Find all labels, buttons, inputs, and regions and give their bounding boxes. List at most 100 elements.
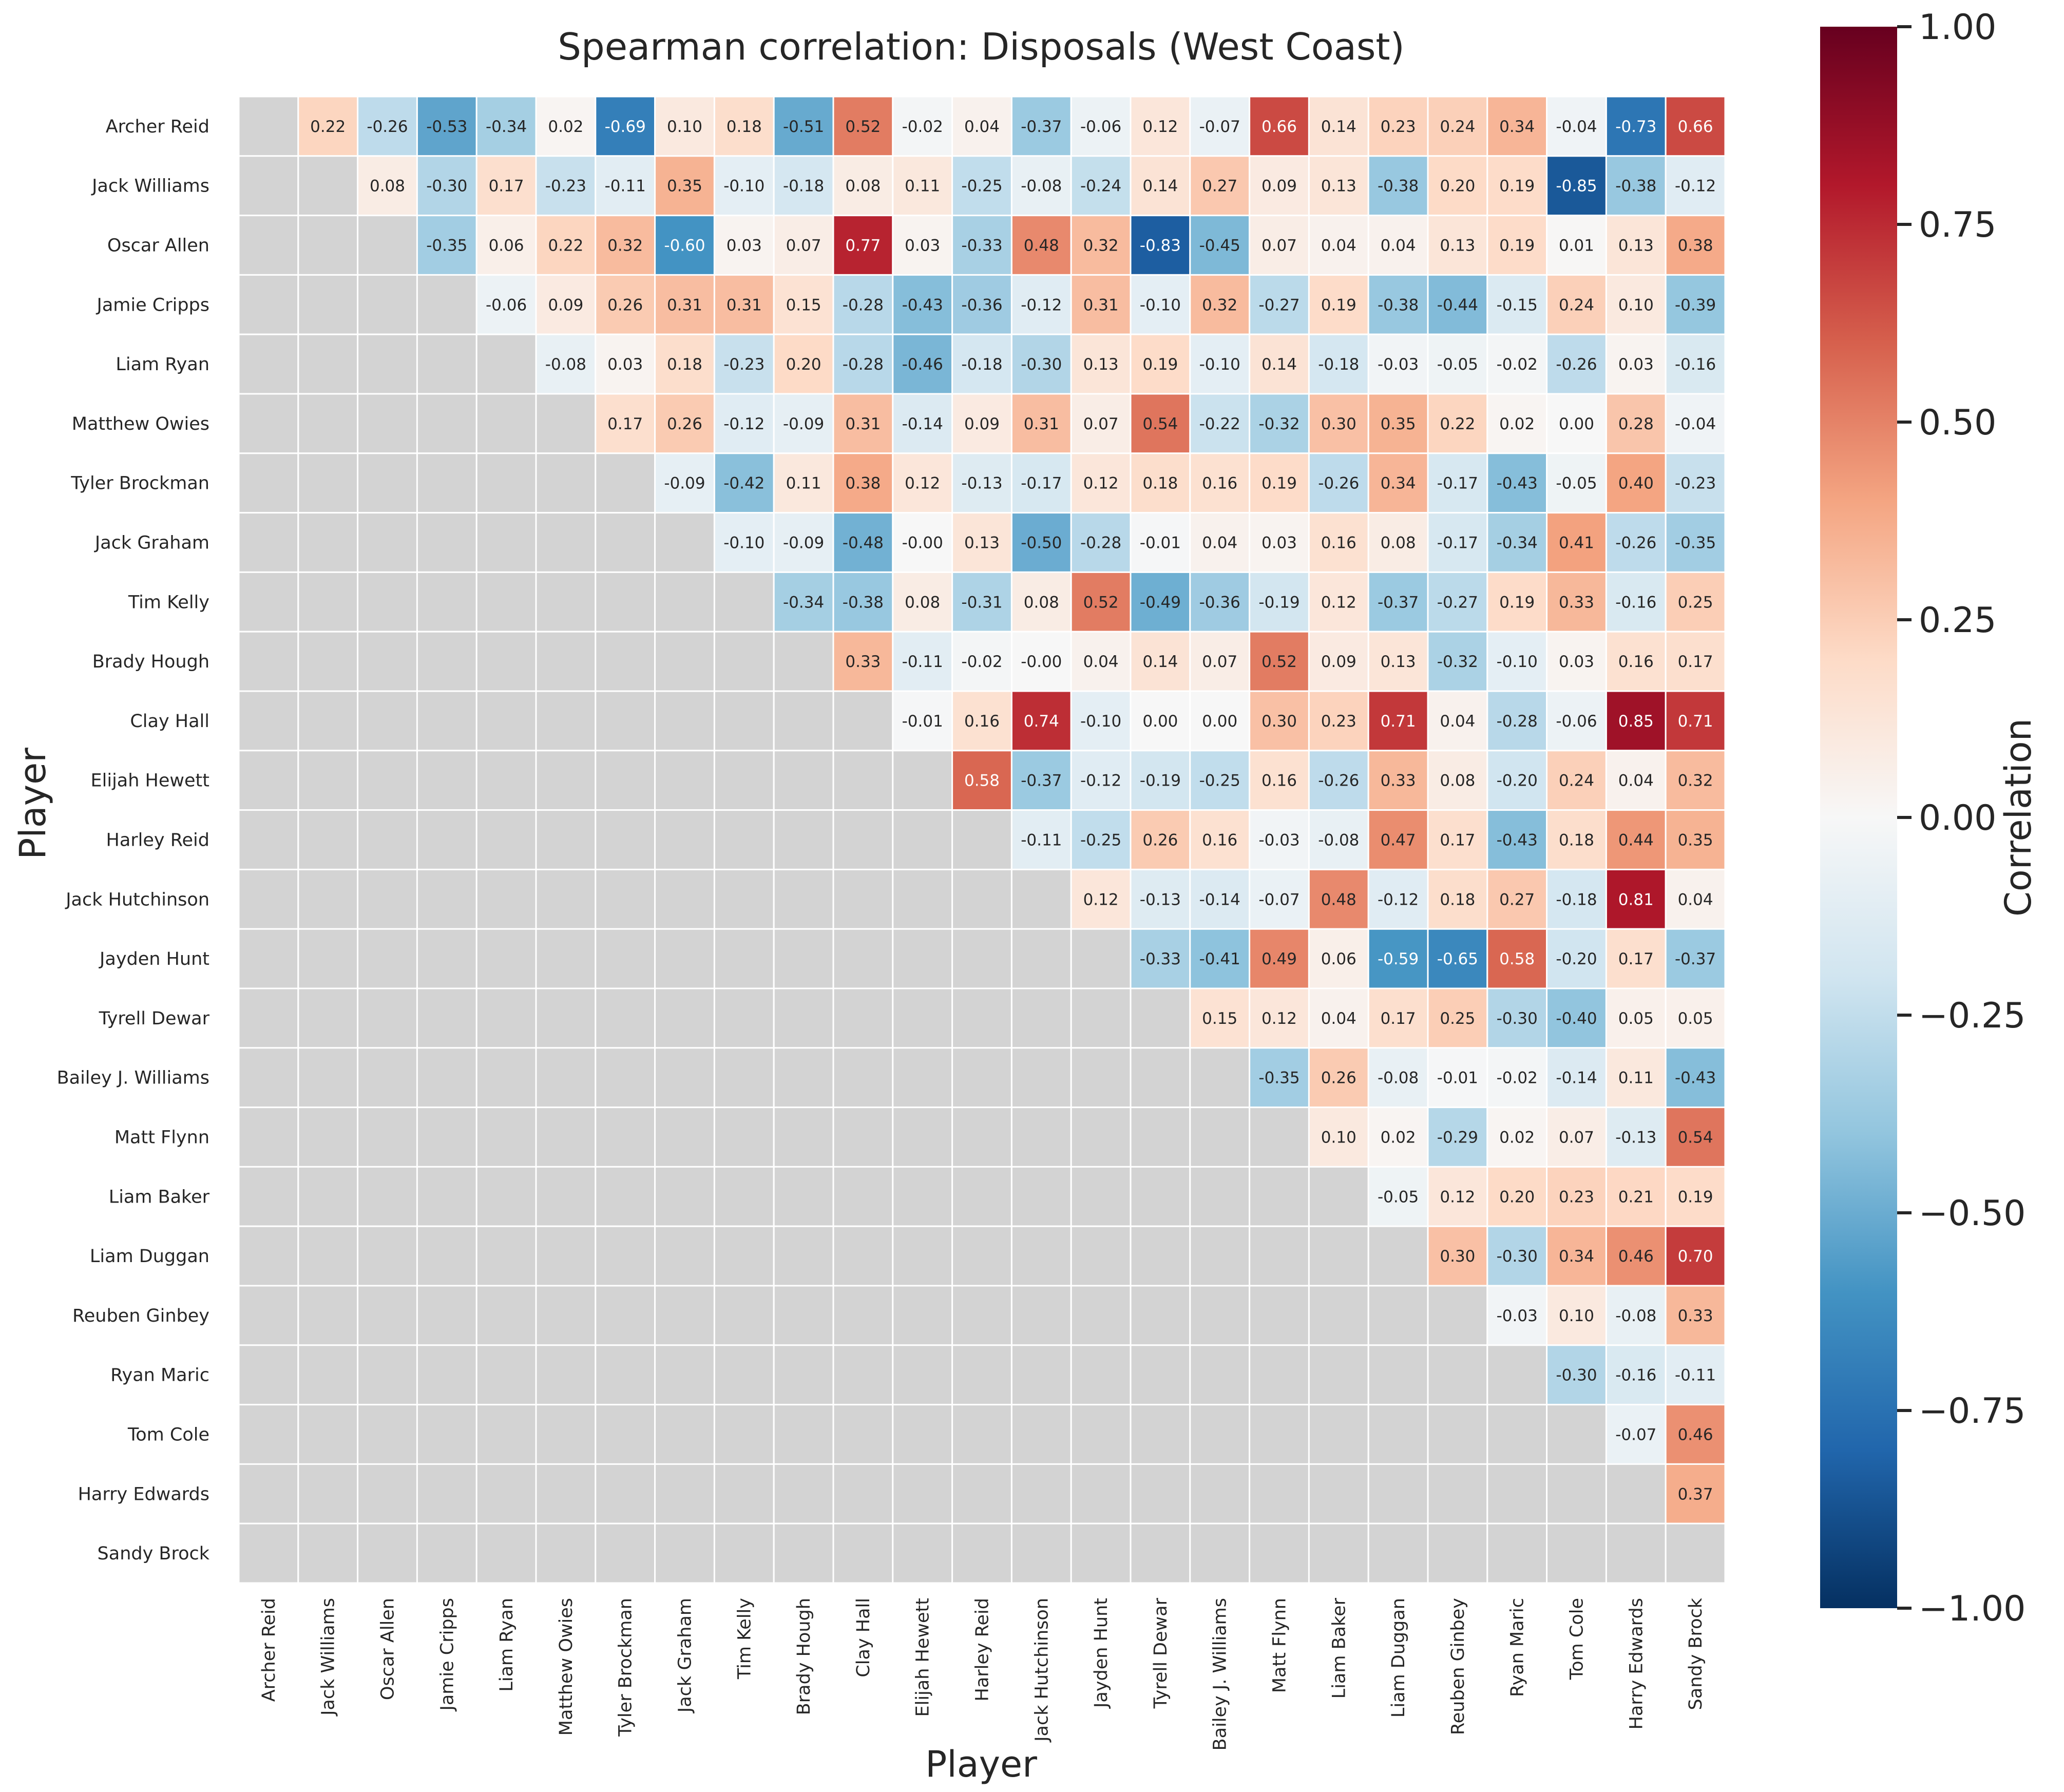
masked-cell bbox=[535, 512, 597, 573]
cell-value-label: -0.08 bbox=[1378, 1069, 1419, 1088]
cell-value-label: -0.12 bbox=[723, 415, 765, 433]
masked-cell bbox=[595, 809, 656, 870]
masked-cell bbox=[1130, 1166, 1191, 1227]
masked-cell bbox=[357, 1166, 418, 1227]
cell-value-label: 0.25 bbox=[1678, 593, 1713, 612]
cell-value-label: -0.28 bbox=[843, 296, 884, 314]
x-tick-label: Tyler Brockman bbox=[616, 1598, 636, 1737]
masked-cell bbox=[238, 96, 299, 157]
heatmap-cell bbox=[1665, 333, 1726, 395]
cell-value-label: -0.06 bbox=[486, 296, 527, 314]
masked-cell bbox=[773, 1047, 834, 1109]
heatmap-cell bbox=[1665, 1166, 1726, 1227]
masked-cell bbox=[892, 1166, 953, 1227]
cell-value-label: 0.16 bbox=[1202, 831, 1237, 850]
cell-value-label: 0.54 bbox=[1142, 415, 1178, 433]
masked-cell bbox=[1249, 1225, 1310, 1287]
masked-cell bbox=[1546, 1463, 1607, 1524]
masked-cell bbox=[832, 1522, 894, 1584]
cell-value-label: 0.71 bbox=[1381, 712, 1416, 731]
cell-value-label: 0.02 bbox=[1499, 1129, 1535, 1147]
heatmap-cell bbox=[1010, 155, 1072, 217]
masked-cell bbox=[475, 987, 537, 1049]
cell-value-label: 0.13 bbox=[1618, 237, 1654, 255]
masked-cell bbox=[1189, 1522, 1251, 1584]
masked-cell bbox=[1308, 1166, 1369, 1227]
heatmap-cell bbox=[832, 274, 894, 335]
cell-value-label: -0.16 bbox=[1675, 355, 1716, 374]
masked-cell bbox=[1070, 1166, 1132, 1227]
masked-cell bbox=[297, 333, 359, 395]
cell-value-label: -0.40 bbox=[1556, 1009, 1597, 1028]
cell-value-label: -0.09 bbox=[783, 415, 824, 433]
cell-value-label: 0.22 bbox=[310, 118, 346, 136]
colorbar-ticks: 1.00 0.75 0.50 0.25 0.00 −0.25 −0.50 −0.75 −1.00 bbox=[1897, 7, 2025, 1629]
masked-cell bbox=[773, 1225, 834, 1287]
cell-value-label: -0.25 bbox=[1080, 831, 1121, 850]
masked-cell bbox=[1308, 1463, 1369, 1524]
heatmap-cell bbox=[1427, 452, 1488, 514]
cell-value-label: 0.30 bbox=[1321, 415, 1356, 433]
masked-cell bbox=[357, 1225, 418, 1287]
masked-cell bbox=[297, 452, 359, 514]
cell-value-label: -0.26 bbox=[1318, 772, 1359, 790]
heatmap-cell bbox=[475, 155, 537, 217]
heatmap-cell bbox=[1189, 512, 1251, 573]
cell-value-label: 0.27 bbox=[1202, 177, 1237, 196]
heatmap-cell bbox=[1486, 1166, 1548, 1227]
masked-cell bbox=[1189, 1225, 1251, 1287]
masked-cell bbox=[1249, 1285, 1310, 1346]
masked-cell bbox=[416, 1285, 477, 1346]
cell-value-label: 0.08 bbox=[370, 177, 405, 196]
heatmap-cell bbox=[773, 274, 834, 335]
cell-value-label: 0.08 bbox=[1381, 534, 1416, 552]
heatmap-cell bbox=[595, 215, 656, 276]
heatmap-cell bbox=[1367, 987, 1429, 1049]
cell-value-label: -0.01 bbox=[1437, 1069, 1478, 1088]
masked-cell bbox=[773, 928, 834, 989]
masked-cell bbox=[1010, 1522, 1072, 1584]
masked-cell bbox=[535, 1344, 597, 1406]
cell-value-label: 0.52 bbox=[845, 118, 881, 136]
masked-cell bbox=[475, 1047, 537, 1109]
x-tick-label: Brady Hough bbox=[794, 1598, 814, 1715]
cell-value-label: 0.18 bbox=[1142, 474, 1178, 493]
heatmap-cell bbox=[1249, 512, 1310, 573]
masked-cell bbox=[1189, 1107, 1251, 1168]
masked-cell bbox=[951, 1404, 1012, 1465]
heatmap-cell bbox=[1605, 1107, 1667, 1168]
cell-value-label: -0.30 bbox=[1497, 1247, 1538, 1266]
masked-cell bbox=[535, 1166, 597, 1227]
cell-value-label: -0.24 bbox=[1080, 177, 1121, 196]
heatmap-cell bbox=[1249, 631, 1310, 692]
masked-cell bbox=[1070, 1285, 1132, 1346]
masked-cell bbox=[654, 928, 715, 989]
heatmap-cell bbox=[1665, 868, 1726, 930]
y-tick-label: Sandy Brock bbox=[98, 1543, 210, 1564]
masked-cell bbox=[1010, 1225, 1072, 1287]
cell-value-label: -0.60 bbox=[664, 237, 705, 255]
masked-cell bbox=[951, 1522, 1012, 1584]
heatmap-cell bbox=[1427, 1107, 1488, 1168]
cell-value-label: -0.19 bbox=[1140, 772, 1181, 790]
heatmap-cell bbox=[713, 274, 775, 335]
masked-cell bbox=[654, 868, 715, 930]
cell-value-label: -0.11 bbox=[902, 653, 943, 671]
heatmap-cell bbox=[1605, 393, 1667, 454]
cell-value-label: -0.42 bbox=[723, 474, 765, 493]
cell-value-label: -0.10 bbox=[1140, 296, 1181, 314]
masked-cell bbox=[475, 631, 537, 692]
cell-value-label: 0.07 bbox=[1262, 237, 1297, 255]
masked-cell bbox=[238, 1107, 299, 1168]
heatmap-cell bbox=[357, 96, 418, 157]
cell-value-label: -0.51 bbox=[783, 118, 824, 136]
masked-cell bbox=[238, 1344, 299, 1406]
heatmap-cell bbox=[773, 215, 834, 276]
masked-cell bbox=[713, 868, 775, 930]
masked-cell bbox=[1427, 1344, 1488, 1406]
cell-value-label: 0.12 bbox=[1321, 593, 1356, 612]
y-tick-label: Ryan Maric bbox=[110, 1365, 209, 1386]
cell-value-label: 0.13 bbox=[964, 534, 1000, 552]
heatmap-cell bbox=[1367, 928, 1429, 989]
cell-value-label: -0.30 bbox=[426, 177, 467, 196]
